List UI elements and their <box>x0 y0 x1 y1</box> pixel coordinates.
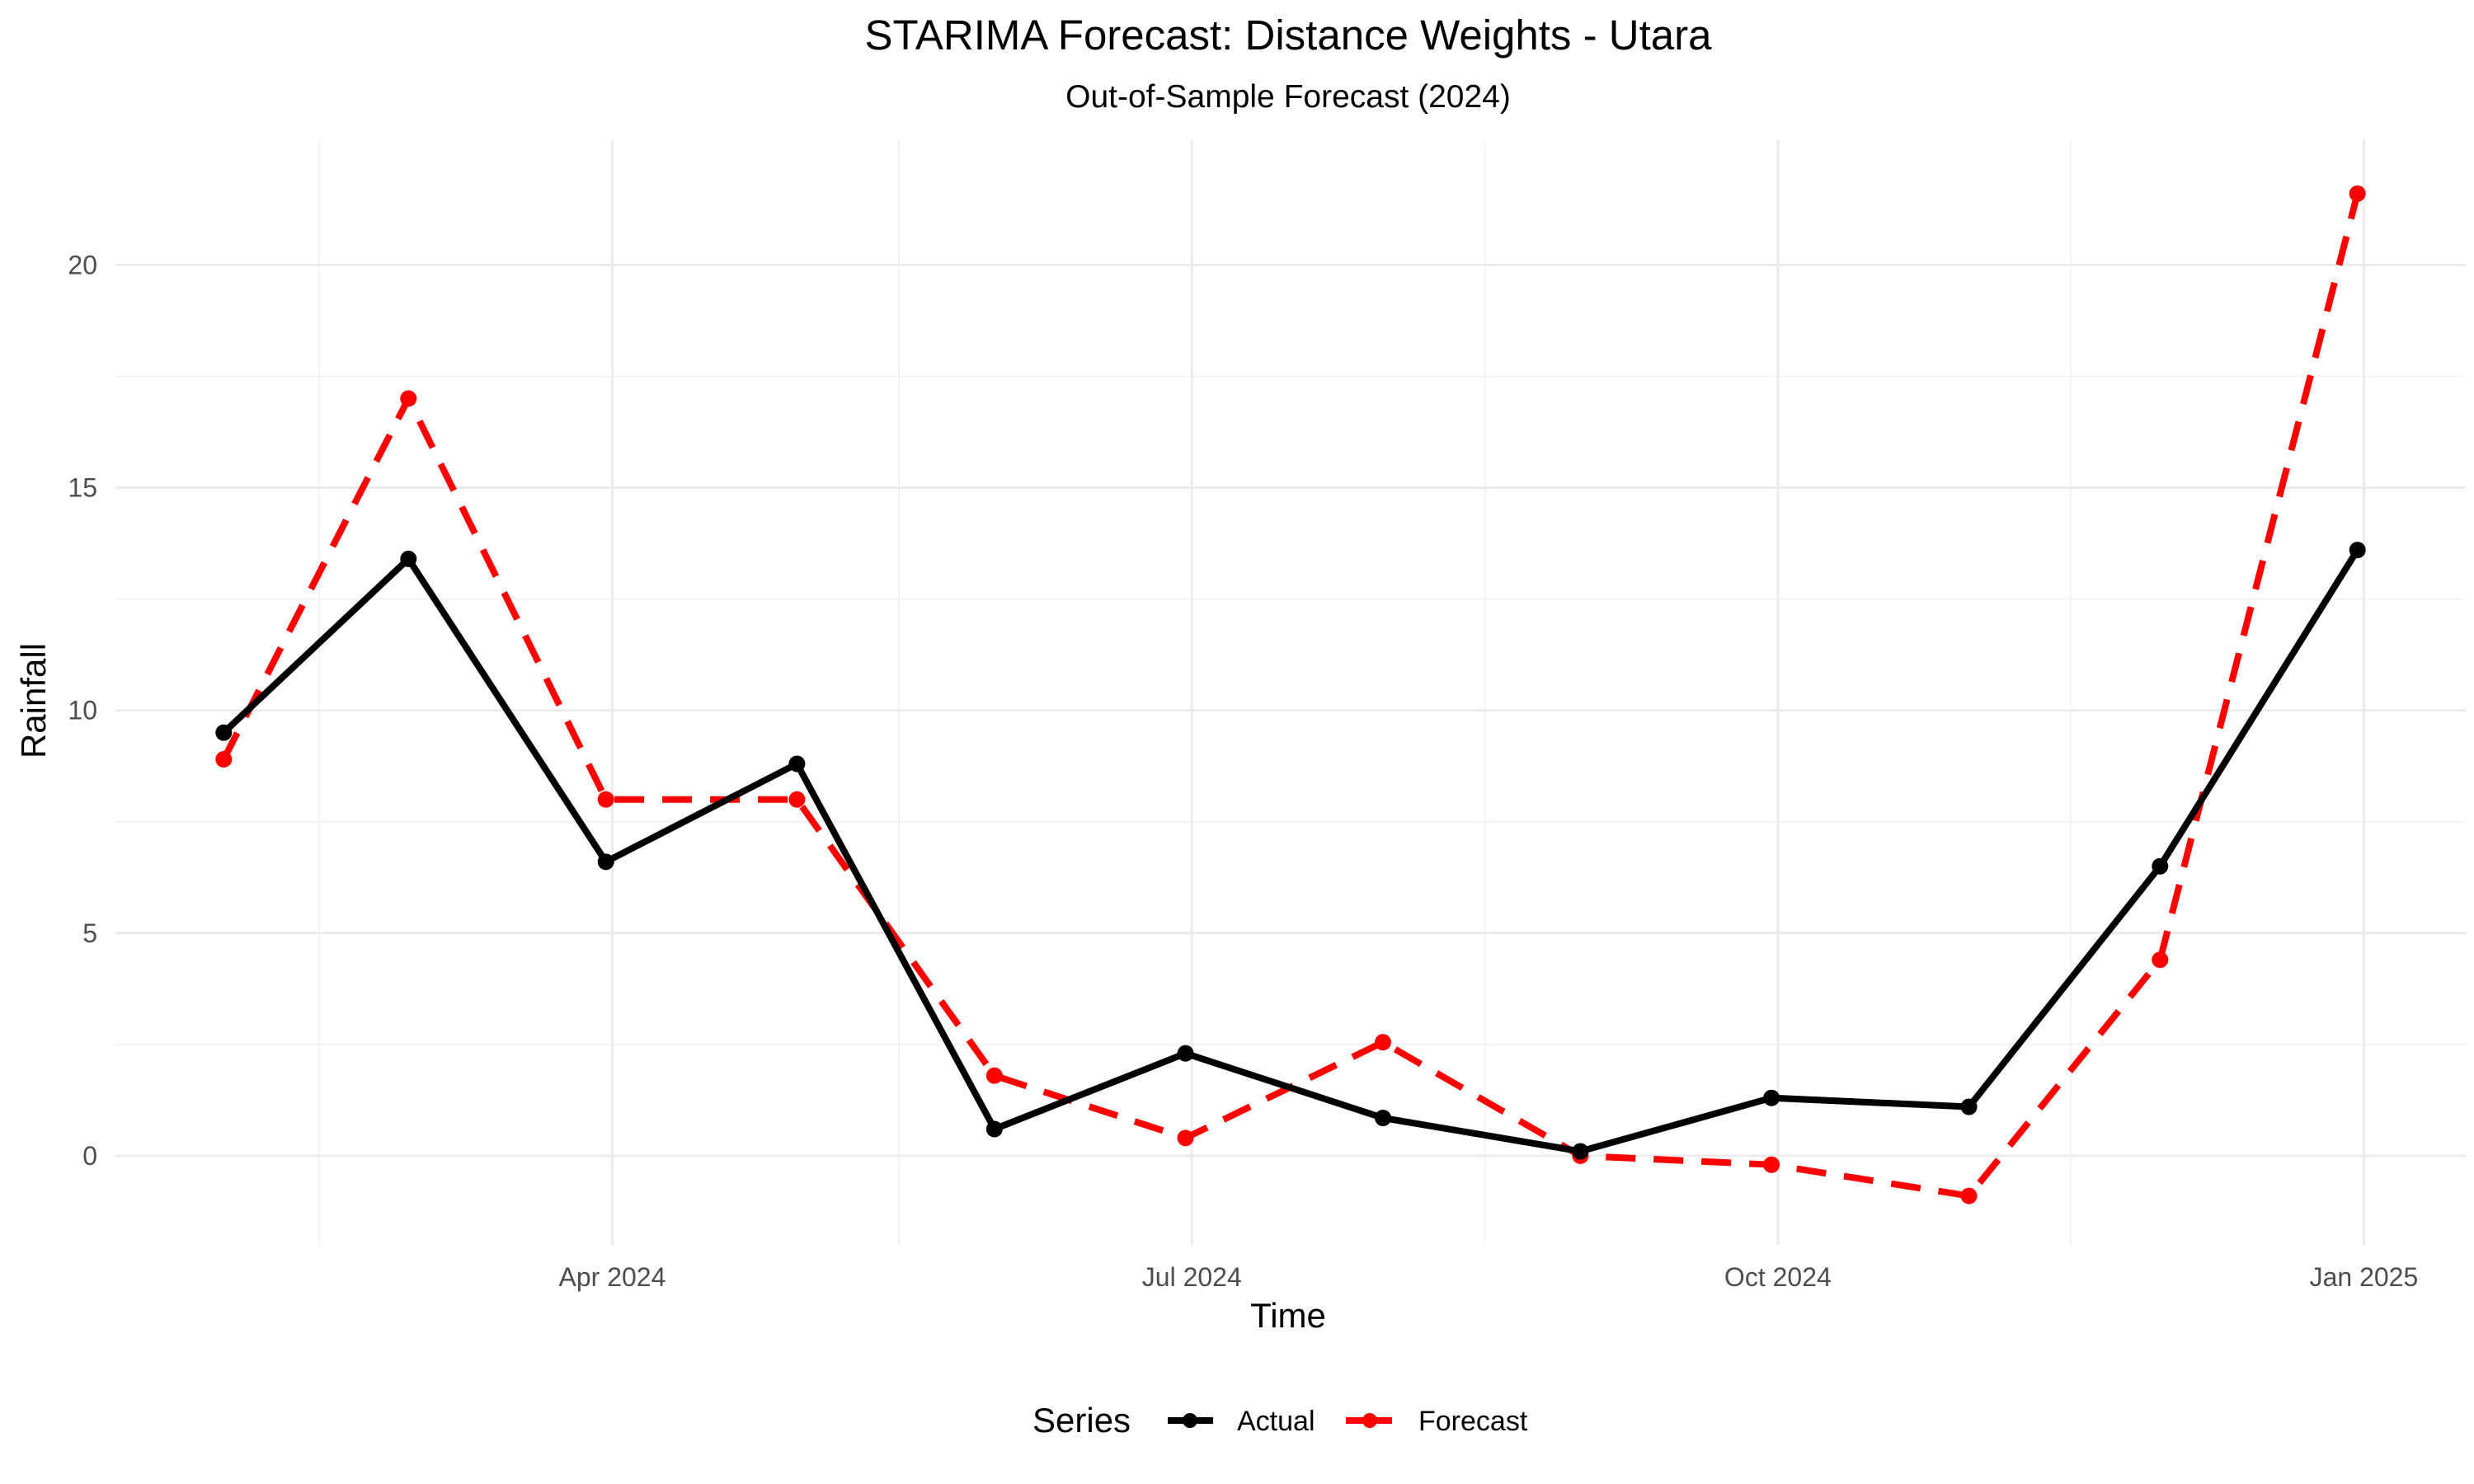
data-point-actual <box>597 853 614 871</box>
data-point-forecast <box>597 791 614 808</box>
data-point-forecast <box>1763 1156 1780 1173</box>
series-line-actual <box>221 547 2361 1155</box>
data-point-actual <box>788 755 806 773</box>
data-point-actual <box>1572 1143 1589 1160</box>
data-point-actual <box>1960 1098 1978 1115</box>
series-line-forecast <box>220 192 2361 1200</box>
legend-title: Series <box>1032 1401 1131 1439</box>
axes: 0 5 10 15 20 Apr 2024 Jul 2024 Oct 2024 Jan 2025 <box>68 250 2418 1292</box>
data-point-forecast <box>2349 185 2366 202</box>
y-tick-label: 20 <box>68 250 97 279</box>
data-point-forecast <box>400 390 417 407</box>
legend-label-actual: Actual <box>1237 1406 1315 1437</box>
data-point-forecast <box>1177 1129 1194 1147</box>
data-point-actual <box>1374 1110 1391 1127</box>
data-point-actual <box>1177 1045 1194 1062</box>
x-tick-label: Oct 2024 <box>1724 1262 1832 1292</box>
legend-key-actual-point <box>1183 1413 1197 1428</box>
y-tick-label: 5 <box>82 918 97 948</box>
x-tick-label: Jul 2024 <box>1142 1262 1242 1292</box>
legend-item-forecast: Forecast <box>1346 1406 1528 1437</box>
data-point-actual <box>985 1120 1003 1138</box>
x-tick-label: Jan 2025 <box>2310 1262 2419 1292</box>
series-forecast <box>215 185 2366 1205</box>
legend: Series Actual Forecast <box>1032 1401 1528 1439</box>
x-tick-label: Apr 2024 <box>559 1262 666 1292</box>
data-point-forecast <box>788 791 806 808</box>
data-point-forecast <box>1374 1034 1391 1051</box>
data-point-forecast <box>1960 1187 1978 1205</box>
legend-key-forecast-point <box>1362 1413 1377 1428</box>
y-tick-label: 15 <box>68 472 97 502</box>
grid <box>115 140 2466 1245</box>
data-point-forecast <box>215 751 233 768</box>
y-tick-label: 0 <box>82 1141 97 1171</box>
legend-label-forecast: Forecast <box>1418 1406 1528 1437</box>
series-actual <box>215 542 2366 1160</box>
y-axis-title: Rainfall <box>14 643 53 758</box>
data-point-actual <box>2152 857 2169 875</box>
data-point-actual <box>400 550 417 567</box>
chart-title: STARIMA Forecast: Distance Weights - Uta… <box>865 12 1713 59</box>
data-point-forecast <box>985 1067 1003 1084</box>
chart-subtitle: Out-of-Sample Forecast (2024) <box>1065 79 1511 115</box>
y-tick-label: 10 <box>68 696 97 726</box>
series-layer <box>215 185 2366 1205</box>
data-point-forecast <box>2152 951 2169 969</box>
data-point-actual <box>2349 542 2366 559</box>
x-axis-title: Time <box>1250 1296 1326 1335</box>
data-point-actual <box>1763 1089 1780 1106</box>
data-point-actual <box>215 724 233 741</box>
legend-item-actual: Actual <box>1168 1406 1315 1437</box>
